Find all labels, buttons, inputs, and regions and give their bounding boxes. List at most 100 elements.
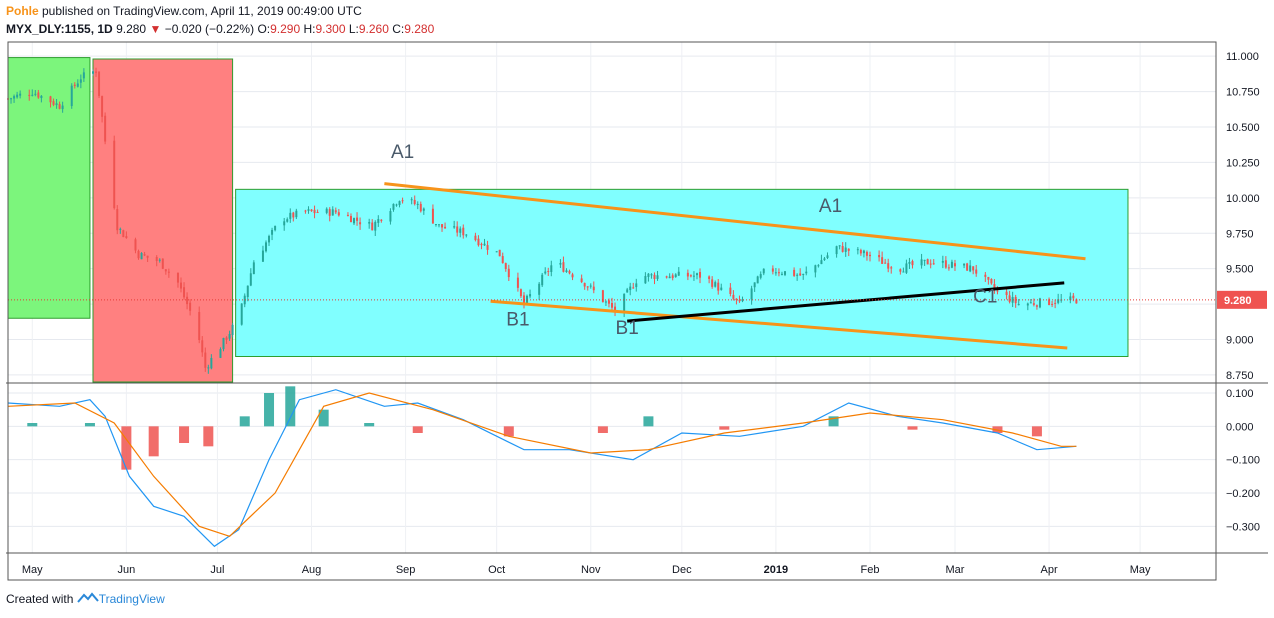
candle-body <box>201 340 204 353</box>
candle-body <box>1008 295 1011 302</box>
candle-body <box>629 286 632 291</box>
candle-body <box>1011 297 1014 303</box>
candle-body <box>635 283 638 288</box>
candle-body <box>325 208 328 213</box>
footer: Created with TradingView <box>6 592 165 606</box>
candle-body <box>844 247 847 252</box>
time-tick-label: 2019 <box>764 564 788 576</box>
candle-body <box>944 260 947 268</box>
candle-body <box>823 258 826 261</box>
candle-body <box>802 273 805 275</box>
candle-body <box>389 211 392 222</box>
candle-body <box>632 287 635 289</box>
candle-body <box>692 275 695 277</box>
author-link[interactable]: Pohle <box>6 4 39 18</box>
candle-body <box>313 209 316 214</box>
highlight-box-red[interactable] <box>92 58 234 383</box>
candle-body <box>762 268 765 274</box>
candle-body <box>459 228 462 233</box>
trend-line[interactable] <box>627 281 1065 323</box>
tradingview-link[interactable]: TradingView <box>98 592 165 606</box>
footer-prefix: Created with <box>6 592 74 606</box>
channel-bottom-line[interactable] <box>490 299 1068 350</box>
candle-body <box>328 209 331 216</box>
candle-body <box>780 273 783 275</box>
candle-body <box>966 263 969 271</box>
candle-body <box>331 209 334 216</box>
last-price: 9.280 <box>116 22 147 36</box>
candle-body <box>665 276 668 278</box>
candle-body <box>881 257 884 264</box>
channel-top-line[interactable] <box>384 182 1086 261</box>
candle-body <box>359 222 362 225</box>
candle-body <box>453 226 456 228</box>
candle-body <box>1069 296 1072 301</box>
candle-body <box>95 71 98 73</box>
candle-body <box>668 276 671 279</box>
candle-body <box>835 246 838 255</box>
candle-body <box>529 294 532 297</box>
price-tick-label: 10.500 <box>1226 122 1260 134</box>
candle-body <box>1014 296 1017 304</box>
candle-body <box>180 282 183 289</box>
candle-body <box>10 98 13 100</box>
publisher-line: Pohle published on TradingView.com, Apri… <box>6 4 362 18</box>
candle-body <box>167 271 170 273</box>
candle-body <box>601 290 604 302</box>
candle-body <box>337 212 340 216</box>
candle-body <box>249 273 252 286</box>
candle-body <box>134 239 137 251</box>
macd-histogram-bar <box>719 426 730 430</box>
candle-body <box>283 221 286 226</box>
candle-body <box>868 254 871 257</box>
candle-body <box>292 212 295 218</box>
candle-body <box>711 279 714 287</box>
candle-body <box>878 255 881 258</box>
last-price-label: 9.280 <box>1224 295 1252 307</box>
candle-body <box>204 352 207 368</box>
candle-body <box>310 209 313 212</box>
macd-histogram-bar <box>412 426 423 433</box>
candle-body <box>286 219 289 222</box>
candle-body <box>91 71 94 74</box>
candle-body <box>953 263 956 267</box>
candle-body <box>774 272 777 274</box>
candle-body <box>972 266 975 271</box>
candle-body <box>477 238 480 246</box>
candle-body <box>990 279 993 284</box>
open-value: 9.290 <box>270 22 301 36</box>
macd-histogram-bar <box>27 423 38 427</box>
candle-body <box>583 283 586 287</box>
candle-body <box>501 256 504 264</box>
candle-body <box>176 272 179 283</box>
price-tick-label: 10.000 <box>1226 193 1260 205</box>
candle-body <box>932 263 935 265</box>
macd-histogram-bar <box>364 423 375 427</box>
candle-body <box>243 295 246 305</box>
candle-body <box>486 245 489 250</box>
candle-body <box>183 287 186 298</box>
candle-body <box>98 71 101 96</box>
highlight-box-green[interactable] <box>7 57 91 319</box>
candle-body <box>268 235 271 243</box>
highlight-box-cyan[interactable] <box>235 188 1129 357</box>
candle-body <box>40 95 43 99</box>
candle-body <box>261 250 264 262</box>
candle-body <box>905 263 908 273</box>
candle-body <box>1038 298 1041 308</box>
candle-body <box>507 268 510 278</box>
macd-histogram-bar <box>1031 426 1042 437</box>
candle-body <box>826 255 829 258</box>
candle-body <box>16 94 19 98</box>
candle-body <box>82 72 85 79</box>
candle-body <box>777 272 780 274</box>
candle-body <box>1072 295 1075 299</box>
candle-body <box>1029 302 1032 304</box>
candle-body <box>941 260 944 263</box>
candle-body <box>58 104 61 109</box>
macd-histogram-bar <box>203 426 214 447</box>
candle-body <box>984 274 987 277</box>
macd-histogram-bar <box>503 426 514 437</box>
candle-body <box>1032 303 1035 305</box>
